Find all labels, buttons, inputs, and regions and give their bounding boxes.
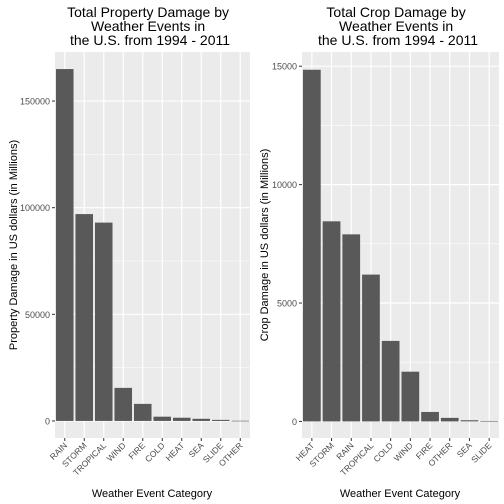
y-axis: 0 5000 10000 15000	[272, 62, 302, 427]
x-axis-label: Weather Event Category	[340, 488, 461, 500]
x-tick-label: WIND	[105, 440, 128, 463]
y-axis-label: Property Damage in US dollars (in Millio…	[8, 140, 20, 350]
chart-title-line: the U.S. from 1994 - 2011	[70, 32, 230, 48]
chart-title: Total Property Damage by Weather Events …	[67, 4, 233, 48]
bar-other	[441, 418, 459, 422]
bar-cold	[153, 417, 171, 421]
bar-rain	[342, 234, 360, 421]
bar-slide	[212, 420, 230, 421]
x-tick-label: WIND	[392, 440, 415, 463]
x-axis-label: Weather Event Category	[92, 488, 213, 500]
y-tick-label: 10000	[272, 180, 297, 190]
bar-storm	[323, 221, 341, 421]
bar-wind	[114, 388, 132, 421]
property-damage-chart: Total Property Damage by Weather Events …	[8, 4, 250, 500]
chart-title-line: the U.S. from 1994 - 2011	[318, 32, 478, 48]
bar-cold	[382, 341, 400, 422]
x-tick-label: HEAT	[164, 440, 187, 463]
bar-wind	[401, 372, 419, 422]
x-tick-label: SLIDE	[469, 440, 494, 465]
crop-damage-chart: Total Crop Damage by Weather Events in t…	[259, 4, 499, 500]
bar-other	[231, 421, 249, 422]
chart-title: Total Crop Damage by Weather Events in t…	[318, 4, 478, 48]
x-tick-label: COLD	[143, 440, 167, 464]
bar-fire	[134, 404, 152, 421]
bar-heat	[173, 418, 191, 421]
y-axis-label: Crop Damage in US dollars (in Millions)	[259, 149, 271, 342]
y-tick-label: 0	[45, 416, 50, 426]
y-tick-label: 100000	[20, 203, 50, 213]
bar-sea	[461, 420, 479, 421]
bar-tropical	[95, 223, 113, 421]
bar-tropical	[362, 275, 380, 422]
x-tick-label: COLD	[371, 440, 395, 464]
y-tick-label: 5000	[277, 299, 297, 309]
y-tick-label: 0	[292, 417, 297, 427]
bar-slide	[480, 421, 498, 422]
y-axis: 0 50000 100000 150000	[20, 97, 55, 427]
bar-fire	[421, 412, 439, 421]
y-tick-label: 50000	[25, 310, 50, 320]
bar-heat	[303, 70, 321, 422]
bar-sea	[192, 419, 210, 421]
bar-storm	[75, 214, 93, 421]
bar-rain	[56, 69, 74, 421]
y-tick-label: 15000	[272, 62, 297, 72]
y-tick-label: 150000	[20, 97, 50, 107]
